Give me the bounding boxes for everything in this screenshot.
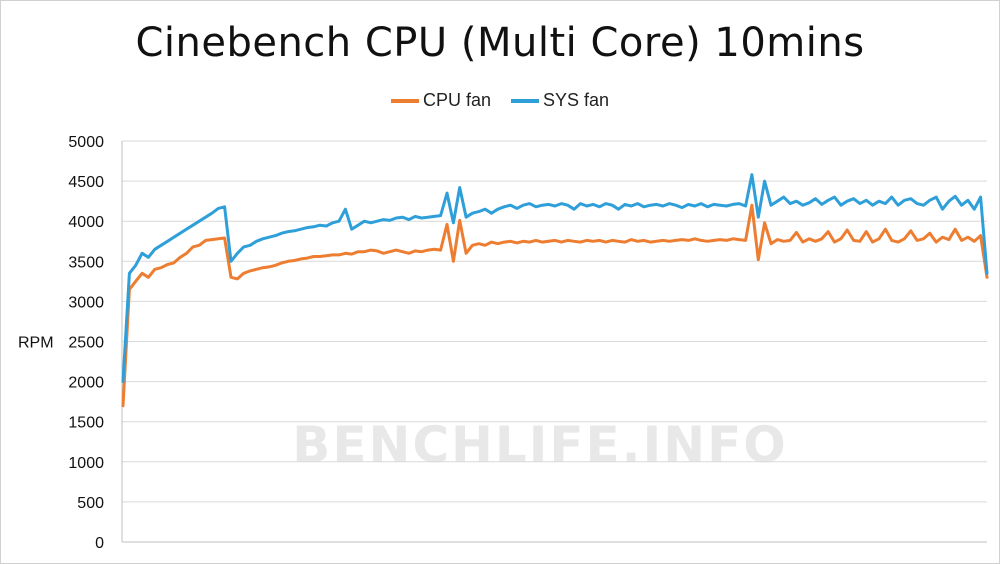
grid xyxy=(122,140,987,503)
y-tick-label: 1500 xyxy=(68,415,104,432)
y-axis-label: RPM xyxy=(18,335,54,352)
y-tick-label: 1000 xyxy=(68,455,104,472)
series-line-cpu-fan xyxy=(121,203,989,408)
y-tick-labels: 0 500 1000 1500 2000 2500 3000 3500 4000 4500 5000… xyxy=(18,134,104,552)
y-tick-label: 2500 xyxy=(68,335,104,352)
watermark: BENCHLIFE.INFO xyxy=(292,416,788,474)
y-tick-label: 500 xyxy=(77,495,104,512)
legend-swatch-cpu-fan xyxy=(390,98,419,103)
legend-swatch-sys-fan xyxy=(510,98,539,103)
watermark-text: BENCHLIFE.INFO xyxy=(292,416,788,474)
y-tick-label: 3500 xyxy=(68,254,104,271)
chart-legend: CPU fan SYS fan xyxy=(0,90,1000,111)
y-tick-label: 5000 xyxy=(68,134,104,151)
legend-label-sys-fan: SYS fan xyxy=(542,90,610,110)
y-tick-label: 2000 xyxy=(68,375,104,392)
y-tick-label: 4000 xyxy=(68,214,104,231)
y-tick-label: 0 xyxy=(95,535,104,552)
legend-label-cpu-fan: CPU fan xyxy=(422,90,491,110)
axes xyxy=(121,141,987,543)
legend-item-sys-fan: SYS fan xyxy=(510,90,610,111)
y-tick-label: 3000 xyxy=(68,294,104,311)
legend-item-cpu-fan: CPU fan xyxy=(390,90,491,111)
y-tick-label: 4500 xyxy=(68,174,104,191)
series-lines xyxy=(121,173,989,408)
chart-title: Cinebench CPU (Multi Core) 10mins xyxy=(135,20,865,66)
series-line-sys-fan xyxy=(121,173,989,384)
